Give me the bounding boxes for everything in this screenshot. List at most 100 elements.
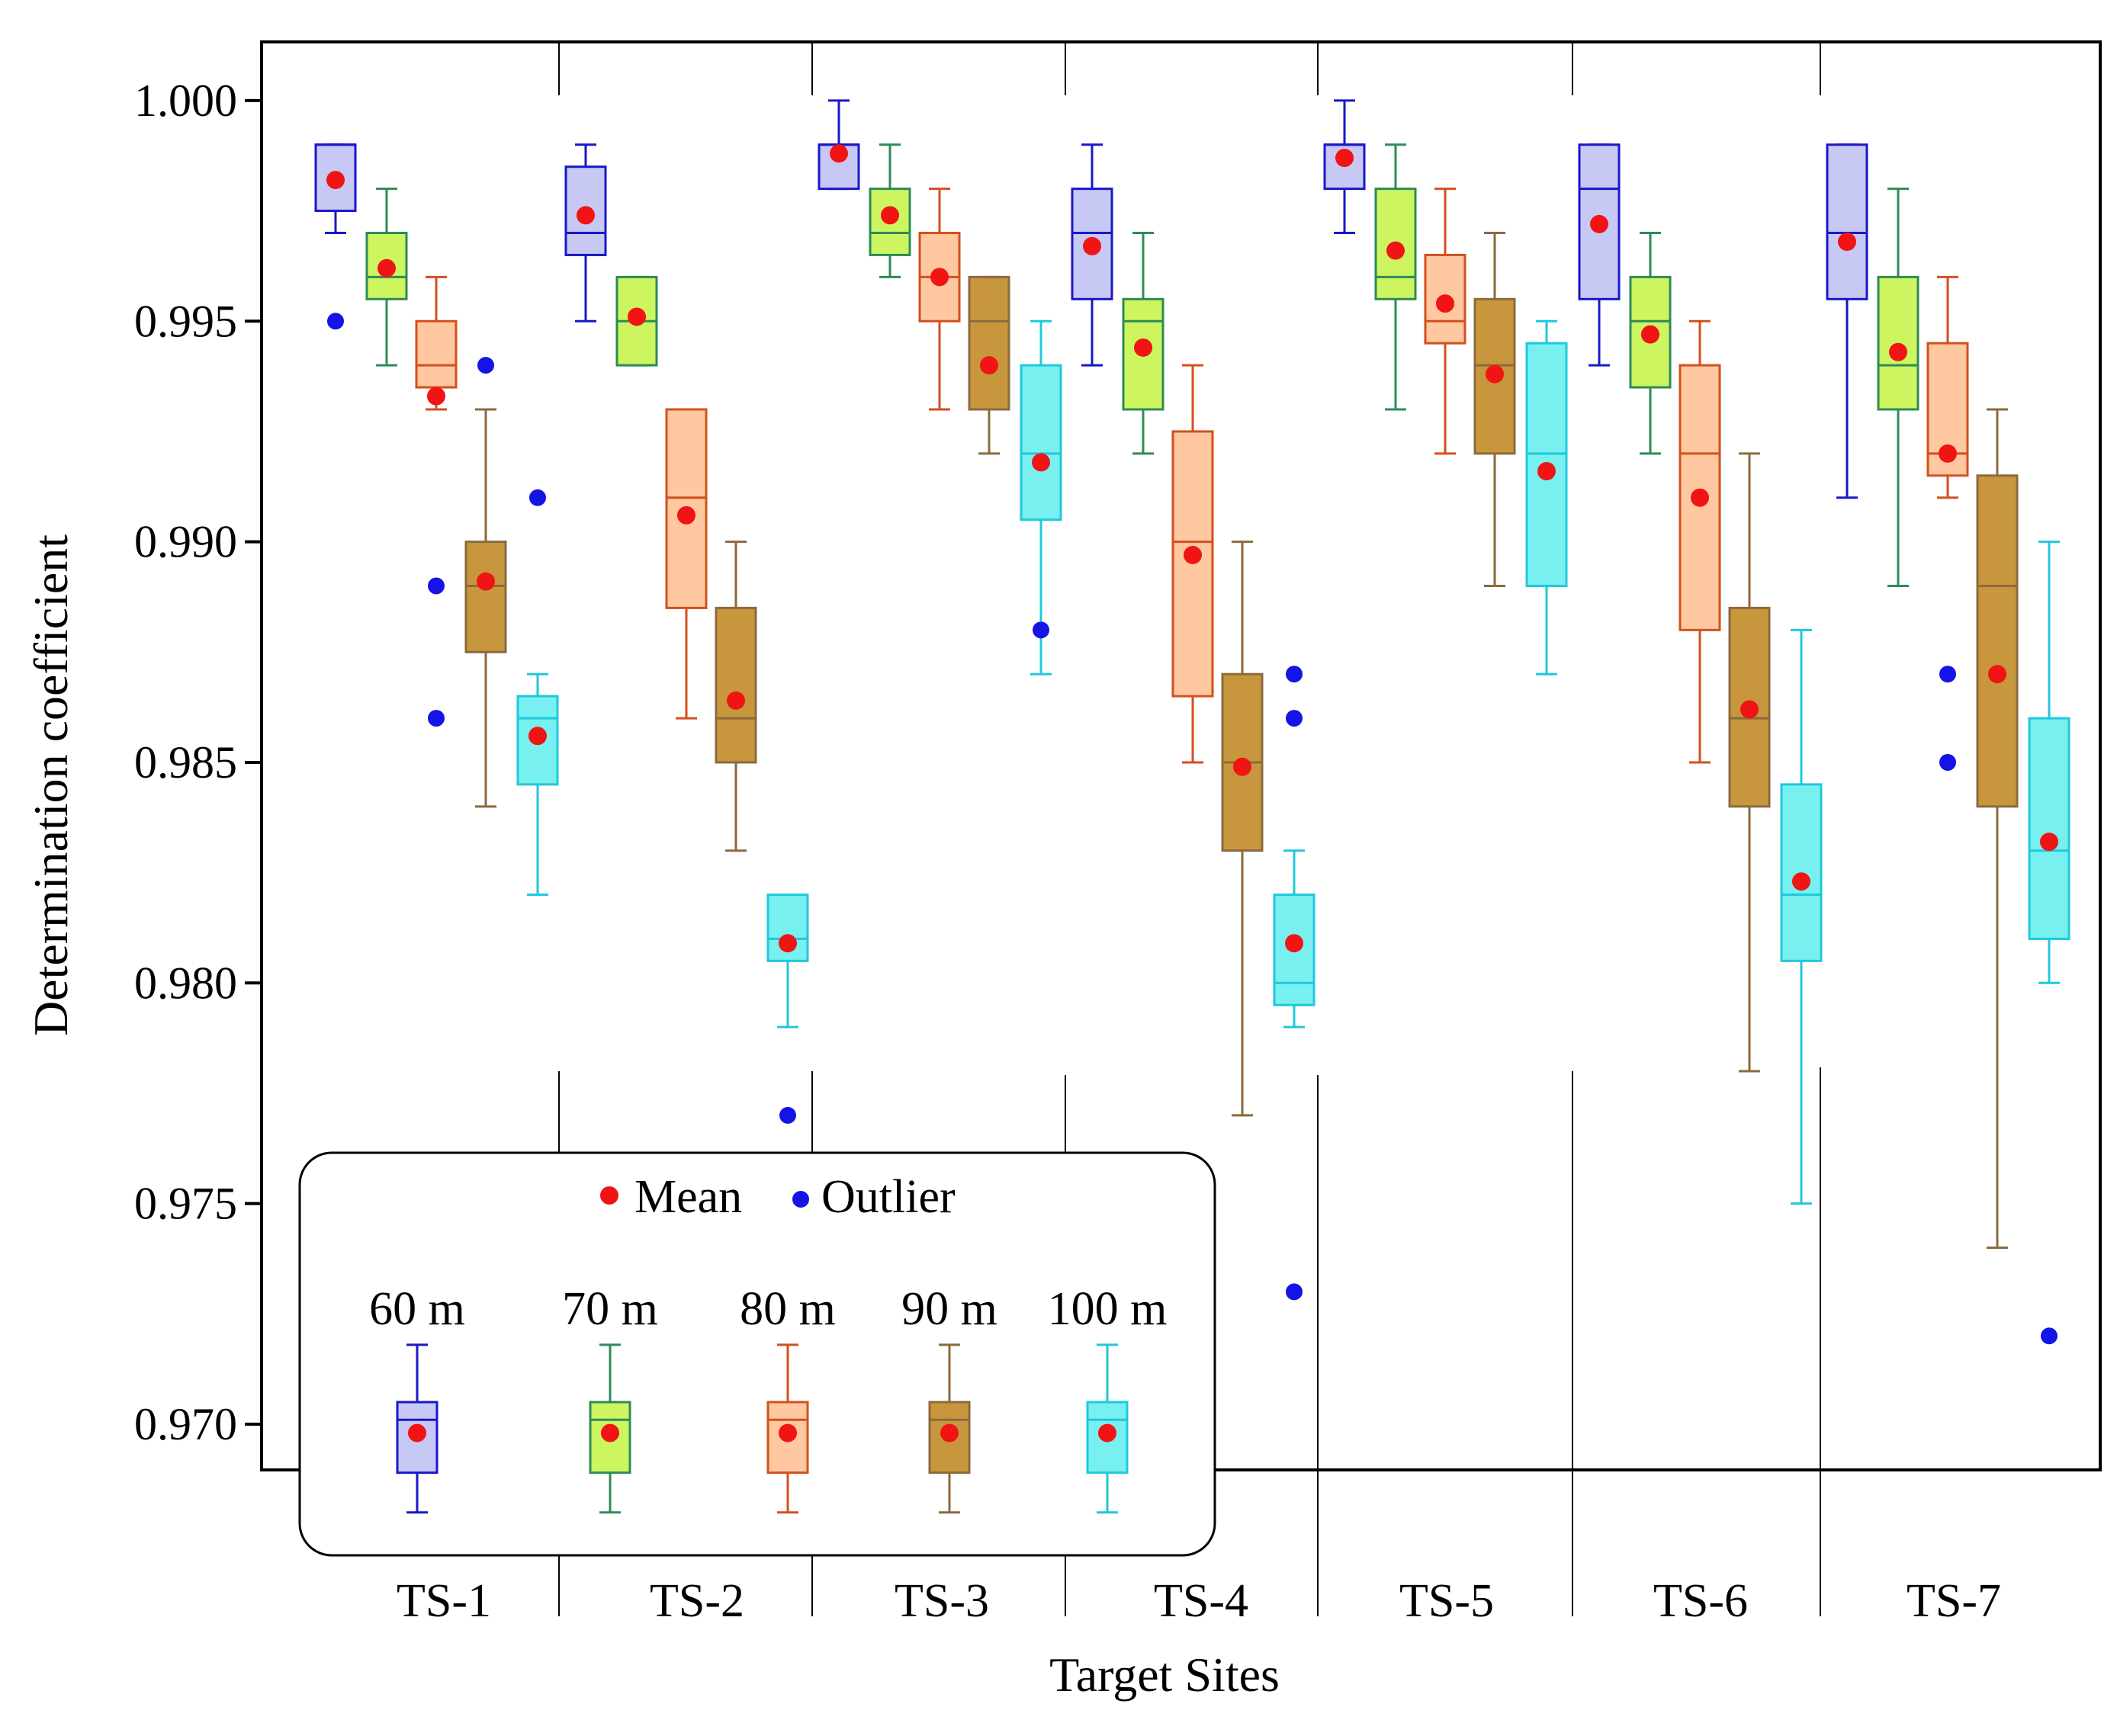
site-label: TS-5 <box>1399 1575 1494 1627</box>
outlier-marker <box>1939 753 1956 771</box>
box <box>464 408 507 808</box>
mean-marker <box>1590 214 1608 233</box>
mean-marker <box>408 1423 426 1442</box>
mean-marker <box>1083 236 1101 255</box>
box <box>415 275 458 411</box>
mean-marker <box>1838 233 1856 252</box>
legend-series-label: 60 m <box>369 1283 465 1335</box>
y-tick-label: 0.990 <box>134 517 237 567</box>
box <box>365 188 408 367</box>
box <box>1780 628 1823 1205</box>
mean-marker <box>1233 757 1251 776</box>
legend-outlier-marker <box>792 1191 809 1208</box>
outlier-marker <box>428 710 445 727</box>
box-iqr <box>2028 717 2070 940</box>
mean-marker <box>528 727 547 746</box>
outlier-marker <box>327 313 344 330</box>
x-axis-site-labels: TS-1 TS-2 TS-3 TS-4 TS-5 TS-6 TS-7 <box>397 1575 2001 1627</box>
box <box>1877 188 1919 587</box>
legend: Mean Outlier 60 m 70 m 80 m 90 m 100 m <box>298 1151 1216 1557</box>
box-iqr <box>1728 606 1771 808</box>
mean-marker <box>1691 488 1709 507</box>
box <box>818 99 860 191</box>
legend-sample-box <box>928 1343 971 1514</box>
box-iqr <box>869 188 911 256</box>
mean-marker <box>377 258 396 278</box>
box-iqr <box>1976 474 2019 808</box>
legend-series-label: 80 m <box>740 1283 836 1335</box>
legend-box <box>298 1151 1216 1557</box>
outlier-marker <box>428 577 445 595</box>
site-label: TS-7 <box>1907 1575 2001 1627</box>
box <box>1374 143 1417 411</box>
box <box>869 143 911 278</box>
box <box>2028 541 2070 984</box>
outlier-marker <box>1033 621 1049 639</box>
mean-marker <box>326 171 345 190</box>
site-label: TS-3 <box>895 1575 989 1627</box>
mean-marker <box>1134 338 1152 357</box>
mean-marker <box>1335 149 1354 168</box>
box <box>1728 452 1771 1073</box>
mean-marker <box>1740 700 1759 719</box>
mean-marker <box>930 268 949 287</box>
mean-marker <box>1032 453 1050 472</box>
box <box>968 275 1010 455</box>
mean-marker <box>1889 342 1907 361</box>
box <box>564 143 607 322</box>
outlier-marker <box>1939 666 1956 683</box>
y-tick-label: 1.000 <box>134 75 237 126</box>
box <box>1020 319 1062 675</box>
box <box>1071 143 1113 367</box>
series-70m <box>365 143 1919 587</box>
mean-marker <box>1641 325 1659 344</box>
mean-marker <box>1386 241 1405 260</box>
mean-marker <box>1436 294 1454 313</box>
series-90m <box>464 232 2019 1250</box>
mean-marker <box>628 307 646 326</box>
box <box>665 408 708 720</box>
mean-marker <box>1285 934 1303 953</box>
mean-marker <box>1939 444 1957 463</box>
box <box>1221 541 1264 1117</box>
mean-marker <box>1184 545 1202 564</box>
box <box>516 672 559 897</box>
y-axis: 0.970 0.975 0.980 0.985 0.990 0.995 1.000 <box>134 75 262 1449</box>
x-axis-title: Target Sites <box>1049 1648 1280 1702</box>
legend-sample-box <box>766 1343 809 1514</box>
legend-sample-box <box>589 1343 631 1514</box>
box-iqr <box>665 408 708 609</box>
box <box>1323 99 1366 235</box>
mean-marker <box>601 1423 619 1442</box>
box <box>615 275 658 367</box>
y-tick-label: 0.970 <box>134 1399 237 1449</box>
outlier-marker <box>2041 1327 2058 1345</box>
mean-marker <box>727 691 745 710</box>
box <box>1525 319 1568 675</box>
box <box>1679 319 1721 764</box>
mean-marker <box>477 572 495 591</box>
mean-marker <box>1486 364 1504 383</box>
legend-outlier-label: Outlier <box>821 1171 956 1223</box>
mean-marker <box>1792 872 1810 891</box>
mean-marker <box>830 144 848 163</box>
box <box>1926 275 1969 499</box>
outlier-marker <box>1286 1283 1303 1301</box>
outlier-marker <box>477 357 494 374</box>
box <box>1578 143 1621 367</box>
series-100m <box>516 319 2070 1345</box>
y-tick-label: 0.985 <box>134 737 237 788</box>
y-tick-label: 0.995 <box>134 296 237 346</box>
mean-marker <box>1988 665 2006 684</box>
legend-sample-box <box>396 1343 438 1514</box>
site-label: TS-2 <box>650 1575 744 1627</box>
mean-marker <box>577 206 595 225</box>
series-60m <box>314 99 1868 499</box>
y-tick-label: 0.980 <box>134 958 237 1008</box>
outlier-marker <box>1286 666 1303 683</box>
legend-mean-label: Mean <box>634 1171 742 1223</box>
y-axis-title: Determination coefficient <box>24 534 78 1036</box>
box <box>1629 232 1672 455</box>
mean-marker <box>1537 462 1556 481</box>
mean-marker <box>2040 833 2058 852</box>
